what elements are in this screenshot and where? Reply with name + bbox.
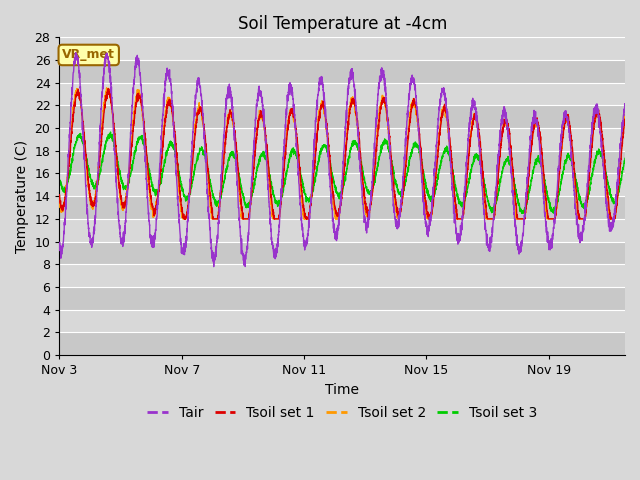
Bar: [60, 83, 625, 106]
Bar: [60, 128, 625, 151]
Bar: [60, 151, 625, 173]
Title: Soil Temperature at -4cm: Soil Temperature at -4cm: [237, 15, 447, 33]
X-axis label: Time: Time: [325, 383, 359, 396]
Bar: [60, 264, 625, 287]
Bar: [60, 60, 625, 83]
Bar: [60, 196, 625, 219]
Bar: [60, 37, 625, 60]
Bar: [60, 173, 625, 196]
Bar: [60, 310, 625, 332]
Bar: [60, 106, 625, 128]
Text: VR_met: VR_met: [62, 48, 115, 61]
Y-axis label: Temperature (C): Temperature (C): [15, 140, 29, 253]
Legend: Tair, Tsoil set 1, Tsoil set 2, Tsoil set 3: Tair, Tsoil set 1, Tsoil set 2, Tsoil se…: [141, 400, 543, 425]
Bar: [60, 241, 625, 264]
Bar: [60, 332, 625, 355]
Bar: [60, 287, 625, 310]
Bar: [60, 219, 625, 241]
